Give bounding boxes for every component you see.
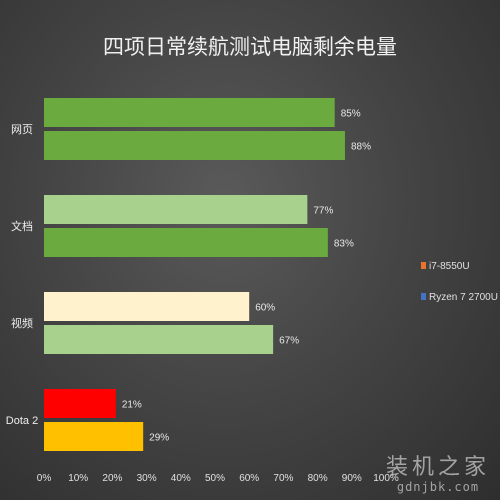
x-tick-label: 60% bbox=[239, 473, 259, 484]
bar-value-label: 83% bbox=[334, 239, 354, 250]
bar-4 bbox=[44, 228, 328, 257]
category-label: Dota 2 bbox=[6, 415, 38, 427]
watermark: 装机之家 gdnjbk.com bbox=[385, 455, 490, 495]
x-tick-label: 20% bbox=[102, 473, 122, 484]
bar-8 bbox=[44, 422, 144, 451]
bar-value-label: 29% bbox=[149, 433, 169, 444]
legend-label: i7-8550U bbox=[429, 261, 470, 272]
legend-swatch bbox=[421, 262, 426, 269]
bar-1 bbox=[44, 98, 335, 127]
category-label: 文档 bbox=[11, 219, 33, 233]
bar-value-label: 21% bbox=[122, 400, 142, 411]
category-label: 视频 bbox=[11, 316, 33, 330]
bar-value-label: 60% bbox=[255, 303, 275, 314]
category-label: 网页 bbox=[11, 124, 33, 136]
bar-2 bbox=[44, 131, 345, 160]
x-tick-label: 50% bbox=[205, 473, 225, 484]
x-tick-label: 40% bbox=[171, 473, 191, 484]
bar-value-label: 77% bbox=[313, 206, 333, 217]
x-tick-label: 70% bbox=[273, 473, 293, 484]
x-tick-label: 80% bbox=[308, 473, 328, 484]
chart-title: 四项日常续航测试电脑剩余电量 bbox=[103, 35, 397, 59]
watermark-title: 装机之家 bbox=[385, 455, 490, 480]
bars-layer bbox=[44, 98, 345, 451]
bar-6 bbox=[44, 325, 274, 354]
x-tick-label: 30% bbox=[137, 473, 157, 484]
x-tick-label: 0% bbox=[37, 473, 52, 484]
bar-value-label: 67% bbox=[279, 336, 299, 347]
legend-swatch bbox=[421, 293, 426, 300]
x-tick-label: 100% bbox=[373, 473, 399, 484]
x-tick-label: 90% bbox=[342, 473, 362, 484]
bar-5 bbox=[44, 292, 250, 321]
legend-label: Ryzen 7 2700U bbox=[429, 292, 498, 303]
x-tick-labels-layer: 0% 10% 20% 30% 40% 50% 60% 70% 80% 90% 100% bbox=[37, 473, 399, 484]
bar-7 bbox=[44, 389, 116, 418]
bar-value-label: 85% bbox=[341, 109, 361, 120]
bar-value-label: 88% bbox=[351, 142, 371, 153]
watermark-url: gdnjbk.com bbox=[396, 480, 480, 494]
bar-3 bbox=[44, 195, 308, 224]
legend: i7-8550U Ryzen 7 2700U bbox=[421, 261, 498, 303]
x-tick-label: 10% bbox=[68, 473, 88, 484]
value-labels-layer: 85% 88% 77% 83% 60% 67% 21% 29% bbox=[122, 109, 371, 444]
